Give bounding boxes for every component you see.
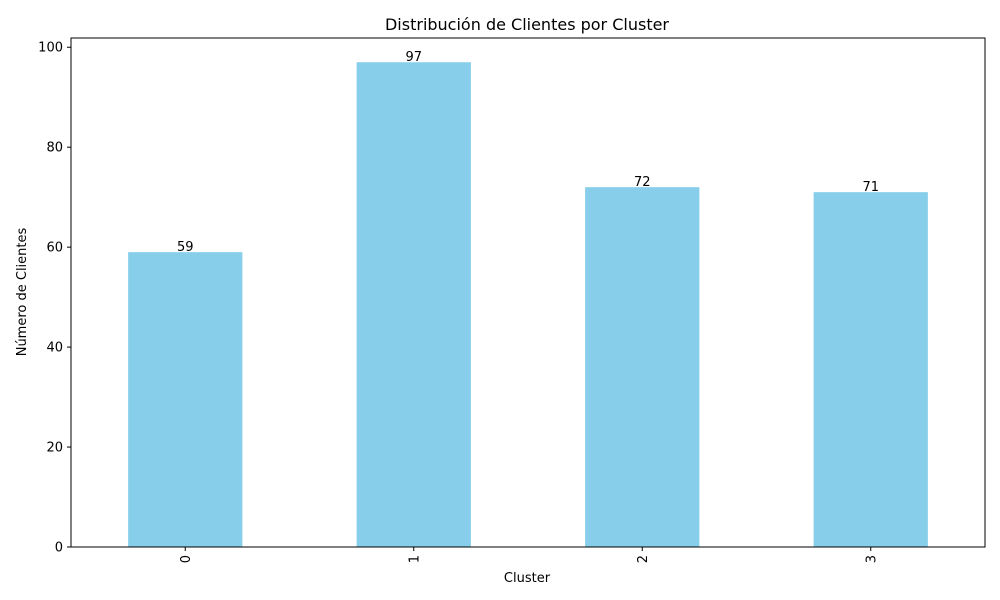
bar-cluster-3 (813, 192, 928, 548)
bar-cluster-1 (356, 62, 471, 547)
data-label-cluster-2: 72 (634, 175, 651, 190)
data-label-cluster-3: 71 (862, 180, 879, 195)
y-tick-label-20: 20 (46, 441, 63, 456)
y-tick-label-100: 100 (38, 41, 63, 56)
bar-cluster-0 (128, 252, 243, 547)
x-axis-label: Cluster (504, 571, 551, 586)
x-tick-label-0: 0 (179, 555, 194, 563)
y-tick-label-60: 60 (46, 241, 63, 256)
y-tick-label-80: 80 (46, 141, 63, 156)
plot-area: 59 97 72 71 0 20 40 60 80 100 0 1 2 3 (38, 37, 986, 563)
x-tick-label-3: 3 (864, 555, 879, 563)
y-tick-label-0: 0 (55, 541, 63, 556)
x-tick-label-2: 2 (636, 555, 651, 563)
chart-title: Distribución de Clientes por Cluster (385, 15, 669, 34)
y-axis-label: Número de Clientes (15, 227, 30, 356)
y-tick-label-40: 40 (46, 341, 63, 356)
x-tick-label-1: 1 (407, 555, 422, 563)
bar-cluster-2 (585, 187, 700, 547)
plot-frame (70, 37, 986, 548)
data-label-cluster-1: 97 (405, 50, 422, 65)
data-label-cluster-0: 59 (177, 240, 194, 255)
